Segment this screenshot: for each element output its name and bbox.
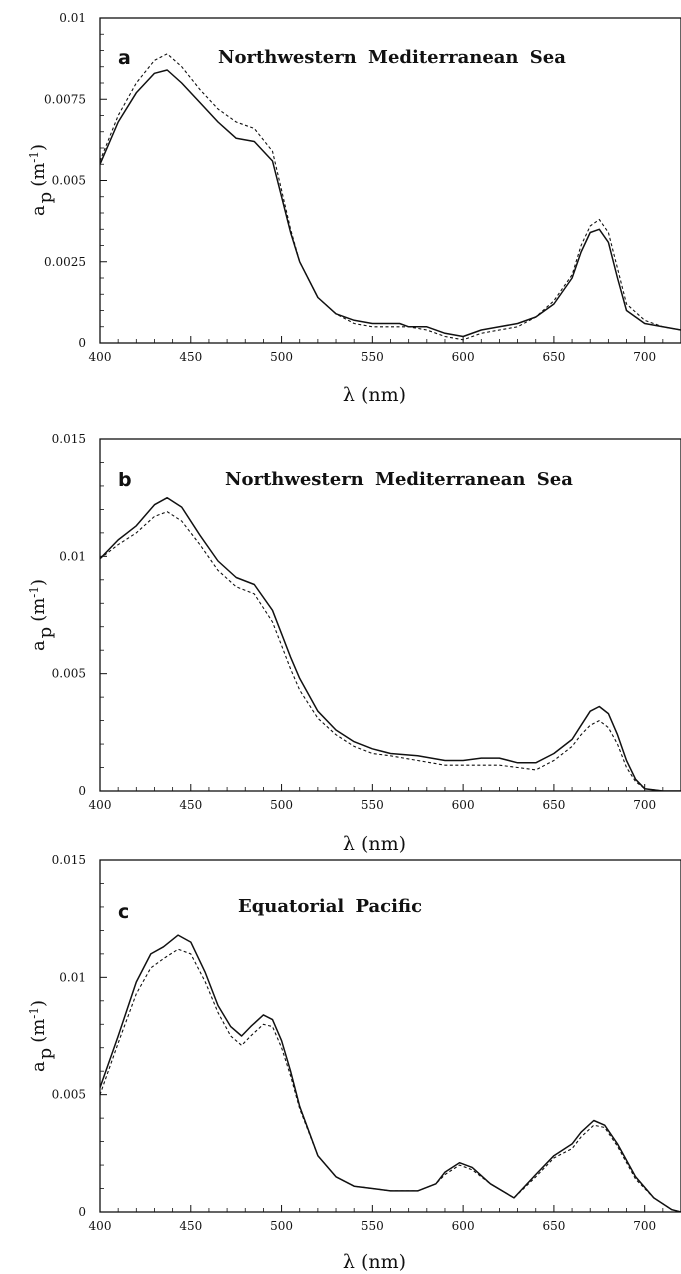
x-tick-label: 450 bbox=[179, 1219, 202, 1233]
y-axis-label: ap(m-1) bbox=[27, 579, 56, 651]
x-tick-label: 400 bbox=[89, 1219, 112, 1233]
x-tick-label: 550 bbox=[361, 798, 384, 812]
x-tick-label: 500 bbox=[270, 350, 293, 364]
y-tick-label: 0.0025 bbox=[44, 255, 86, 269]
x-tick-label: 700 bbox=[633, 350, 656, 364]
x-tick-label: 450 bbox=[179, 798, 202, 812]
x-tick-label: 600 bbox=[452, 1219, 475, 1233]
x-tick-label: 500 bbox=[270, 798, 293, 812]
x-tick-label: 600 bbox=[452, 798, 475, 812]
chart-title: Northwestern Mediterranean Sea bbox=[225, 469, 573, 490]
x-tick-label: 650 bbox=[542, 350, 565, 364]
y-tick-label: 0.015 bbox=[52, 432, 86, 446]
x-tick-label: 400 bbox=[89, 798, 112, 812]
series-line-solid bbox=[100, 69, 681, 338]
panel-b: 400 450 500 550 600 650 700 0 0.005 0.01 0.015 b Nor… bbox=[27, 432, 681, 855]
panel-letter: b bbox=[118, 469, 132, 491]
y-tick-label: 0.005 bbox=[52, 667, 86, 681]
y-axis-label: ap(m-1) bbox=[27, 1000, 56, 1072]
x-tick-label: 600 bbox=[452, 350, 475, 364]
panel-a: 400 450 500 550 600 650 700 0 0.0025 0.005 0.0075 0… bbox=[27, 11, 681, 406]
y-tick-label: 0.0075 bbox=[44, 92, 86, 106]
series-line-dashed bbox=[100, 511, 681, 791]
y-tick-label: 0.005 bbox=[52, 174, 86, 188]
y-tick-label: 0.01 bbox=[59, 549, 86, 563]
panel-letter: a bbox=[118, 47, 131, 69]
plot-frame bbox=[99, 438, 681, 792]
chart-title: Equatorial Pacific bbox=[238, 896, 422, 917]
panel-c: 400 450 500 550 600 650 700 0 0.005 0.01 0.015 c Equ… bbox=[27, 853, 681, 1273]
series-line-solid bbox=[100, 496, 681, 791]
series-line-dashed bbox=[100, 53, 681, 341]
y-tick-label: 0.005 bbox=[52, 1088, 86, 1102]
x-tick-label: 700 bbox=[633, 1219, 656, 1233]
x-axis-label: λ (nm) bbox=[343, 384, 406, 406]
series-line-dashed bbox=[100, 948, 681, 1212]
y-tick-label: 0 bbox=[78, 336, 86, 350]
chart-title: Northwestern Mediterranean Sea bbox=[218, 47, 566, 68]
panel-letter: c bbox=[118, 901, 129, 923]
x-tick-label: 500 bbox=[270, 1219, 293, 1233]
x-tick-label: 400 bbox=[89, 350, 112, 364]
series-line-solid bbox=[100, 934, 681, 1212]
x-tick-label: 550 bbox=[361, 350, 384, 364]
y-axis-label: ap(m-1) bbox=[27, 144, 56, 216]
y-tick-label: 0.015 bbox=[52, 853, 86, 867]
x-axis-label: λ (nm) bbox=[343, 833, 406, 855]
y-tick-label: 0 bbox=[78, 1205, 86, 1219]
x-tick-label: 650 bbox=[542, 1219, 565, 1233]
y-tick-label: 0 bbox=[78, 784, 86, 798]
y-tick-label: 0.01 bbox=[59, 970, 86, 984]
x-axis-label: λ (nm) bbox=[343, 1251, 406, 1273]
x-tick-label: 550 bbox=[361, 1219, 384, 1233]
y-tick-label: 0.01 bbox=[59, 11, 86, 25]
x-tick-label: 450 bbox=[179, 350, 202, 364]
x-tick-label: 700 bbox=[633, 798, 656, 812]
x-tick-label: 650 bbox=[542, 798, 565, 812]
